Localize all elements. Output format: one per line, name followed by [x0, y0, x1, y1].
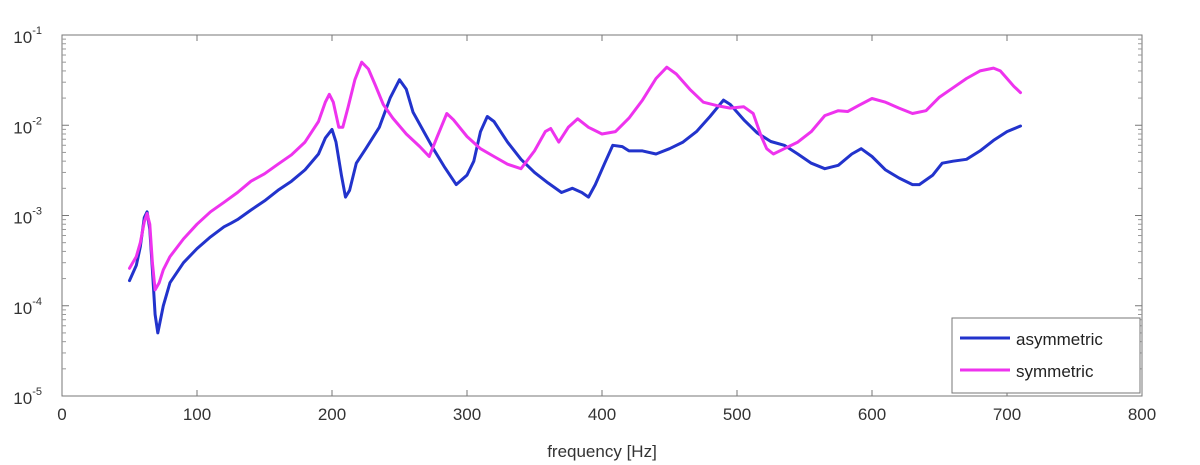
x-tick-label: 300 [453, 405, 481, 424]
x-tick-label: 400 [588, 405, 616, 424]
x-tick-label: 0 [57, 405, 66, 424]
series-line-asymmetric [128, 78, 1022, 335]
y-tick-label: 10-4 [13, 296, 42, 318]
x-tick-label: 800 [1128, 405, 1156, 424]
series-line-symmetric [128, 60, 1022, 292]
x-tick-label: 100 [183, 405, 211, 424]
y-tick-label: 10-2 [13, 115, 42, 137]
series-layer [128, 60, 1022, 335]
legend-box [951, 317, 1141, 394]
ticks-layer: 0 100 200 300 400 500 600 700 800 10-5 10-4 10-3 10-… [13, 25, 1156, 424]
y-tick-label: 10-3 [13, 206, 42, 228]
x-tick-label: 500 [723, 405, 751, 424]
legend: asymmetric symmetric [951, 317, 1141, 394]
x-tick-label: 200 [318, 405, 346, 424]
legend-label-symmetric: symmetric [1016, 362, 1094, 381]
x-tick-label: 600 [858, 405, 886, 424]
x-axis-label: frequency [Hz] [547, 442, 657, 461]
y-tick-label: 10-1 [13, 25, 42, 47]
y-tick-label: 10-5 [13, 386, 42, 408]
legend-label-asymmetric: asymmetric [1016, 330, 1103, 349]
x-tick-label: 700 [993, 405, 1021, 424]
